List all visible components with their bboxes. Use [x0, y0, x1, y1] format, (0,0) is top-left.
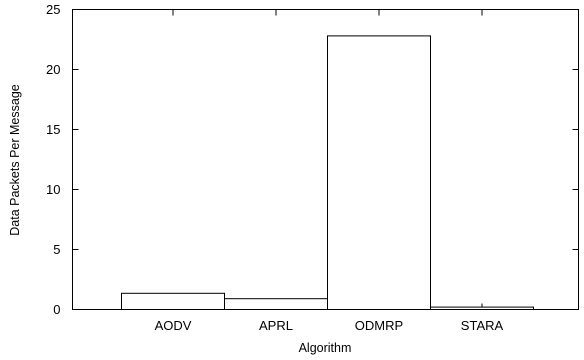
y-tick-label: 20 [46, 62, 60, 77]
y-axis-title: Data Packets Per Message [8, 84, 22, 236]
bar-stara [430, 306, 534, 311]
x-axis-title: Algorithm [299, 341, 352, 355]
y-axis: 0 5 10 15 20 25 [46, 2, 579, 317]
bar-odmrp [327, 35, 431, 311]
x-tick-label: STARA [461, 318, 504, 333]
y-tick-label: 5 [53, 242, 60, 257]
bar-series [121, 35, 534, 311]
bar-aodv [121, 292, 225, 310]
x-tick-label: AODV [155, 318, 192, 333]
y-tick-label: 10 [46, 182, 60, 197]
y-tick-label: 25 [46, 2, 60, 17]
plot-frame [72, 9, 579, 310]
bar-aprl [224, 298, 328, 311]
x-tick-label: APRL [259, 318, 293, 333]
y-tick-label: 0 [53, 302, 60, 317]
x-tick-label: ODMRP [355, 318, 403, 333]
y-tick-label: 15 [46, 122, 60, 137]
